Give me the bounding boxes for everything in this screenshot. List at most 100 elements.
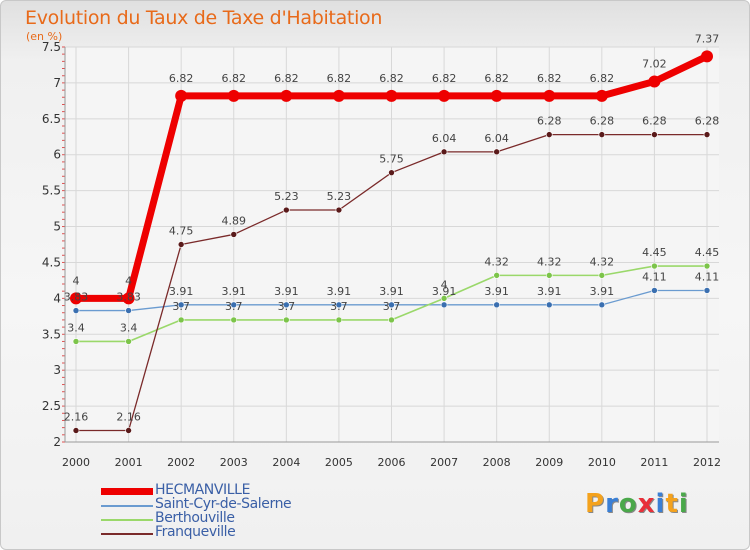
data-point-franqueville <box>388 169 395 176</box>
data-label-hecmanville: 6.82 <box>274 72 299 85</box>
x-tick-label: 2008 <box>483 456 511 469</box>
y-tick-label: 7 <box>53 76 61 90</box>
data-label-franqueville: 5.75 <box>379 153 404 166</box>
data-point-berthouville <box>598 272 606 279</box>
data-label-berthouville: 3.7 <box>383 300 401 313</box>
chart-subtitle: (en %) <box>26 30 63 43</box>
y-tick-label: 6.5 <box>42 112 61 126</box>
data-label-berthouville: 3.4 <box>120 321 138 334</box>
chart-title: Evolution du Taux de Taxe d'Habitation <box>25 7 383 29</box>
y-tick-label: 5 <box>53 220 61 234</box>
data-label-hecmanville: 6.82 <box>222 72 247 85</box>
logo-letter: i <box>678 489 689 519</box>
data-label-saint-cyr: 3.91 <box>379 285 404 298</box>
logo-letter: t <box>665 489 679 519</box>
data-point-hecmanville <box>175 89 188 102</box>
data-point-hecmanville <box>70 292 82 305</box>
data-point-berthouville <box>388 316 395 324</box>
data-label-saint-cyr: 4.11 <box>642 270 667 283</box>
data-label-franqueville: 2.16 <box>116 411 141 424</box>
x-tick-label: 2011 <box>640 456 668 469</box>
data-point-franqueville <box>598 131 606 138</box>
data-label-hecmanville: 7.02 <box>642 57 667 70</box>
data-label-franqueville: 6.04 <box>432 132 457 145</box>
y-tick-label: 3.5 <box>42 327 61 341</box>
data-label-franqueville: 6.28 <box>537 115 562 128</box>
y-tick-label: 2.5 <box>42 399 61 413</box>
x-tick-label: 2010 <box>588 456 616 469</box>
data-point-saint-cyr <box>388 301 395 309</box>
y-tick-label: 6 <box>53 148 61 162</box>
x-tick-label: 2002 <box>167 456 195 469</box>
logo-letter: r <box>605 489 619 519</box>
x-tick-label: 2005 <box>325 456 353 469</box>
data-point-hecmanville <box>227 89 240 102</box>
data-label-saint-cyr: 3.91 <box>274 285 299 298</box>
y-tick-label: 4.5 <box>42 255 61 269</box>
legend-label-franqueville: Franqueville <box>155 524 236 540</box>
data-label-hecmanville: 6.82 <box>484 72 509 85</box>
y-tick-label: 4 <box>53 291 61 305</box>
data-point-hecmanville <box>701 50 713 63</box>
data-label-berthouville: 3.4 <box>67 321 85 334</box>
data-label-hecmanville: 7.37 <box>695 32 720 45</box>
data-point-saint-cyr <box>703 287 711 294</box>
data-point-franqueville <box>335 206 343 214</box>
data-label-franqueville: 6.28 <box>642 115 667 128</box>
data-label-saint-cyr: 3.91 <box>222 285 247 298</box>
data-point-hecmanville <box>490 89 503 102</box>
data-point-saint-cyr <box>651 287 658 294</box>
y-tick-label: 7.5 <box>42 40 61 54</box>
data-point-franqueville <box>125 427 132 434</box>
x-tick-label: 2009 <box>535 456 563 469</box>
data-label-franqueville: 5.23 <box>274 190 299 203</box>
data-point-saint-cyr <box>72 307 80 314</box>
data-point-saint-cyr <box>177 301 185 309</box>
y-tick-label: 3 <box>53 363 61 377</box>
data-point-hecmanville <box>648 75 661 88</box>
data-point-saint-cyr <box>598 301 606 309</box>
data-point-saint-cyr <box>125 307 132 314</box>
data-label-hecmanville: 6.82 <box>590 72 615 85</box>
data-point-hecmanville <box>595 89 608 102</box>
data-point-berthouville <box>177 316 185 324</box>
data-point-franqueville <box>72 427 80 434</box>
legend-swatch-berthouville <box>101 519 153 521</box>
data-point-franqueville <box>651 131 658 138</box>
data-point-berthouville <box>230 316 238 324</box>
data-label-berthouville: 4.32 <box>590 255 615 268</box>
data-label-hecmanville: 6.82 <box>379 72 404 85</box>
x-tick-label: 2012 <box>693 456 721 469</box>
y-tick-label: 5.5 <box>42 184 61 198</box>
x-tick-label: 2003 <box>220 456 248 469</box>
data-label-berthouville: 4 <box>441 278 448 291</box>
x-tick-label: 2006 <box>378 456 406 469</box>
data-point-franqueville <box>283 206 290 214</box>
data-point-berthouville <box>283 316 290 324</box>
legend-label-saint-cyr: Saint-Cyr-de-Salerne <box>155 496 292 512</box>
y-tick-label: 2 <box>53 435 61 449</box>
data-label-franqueville: 2.16 <box>64 411 89 424</box>
data-point-hecmanville <box>122 292 135 305</box>
data-point-saint-cyr <box>335 301 343 309</box>
data-label-berthouville: 4.32 <box>537 255 562 268</box>
legend-swatch-saint-cyr <box>101 505 153 507</box>
data-label-saint-cyr: 3.91 <box>432 285 457 298</box>
data-label-franqueville: 4.75 <box>169 225 194 238</box>
data-label-hecmanville: 6.82 <box>169 72 194 85</box>
data-label-saint-cyr: 3.83 <box>64 291 89 304</box>
data-label-saint-cyr: 3.91 <box>537 285 562 298</box>
data-point-hecmanville <box>280 89 293 102</box>
x-tick-label: 2004 <box>272 456 300 469</box>
data-point-saint-cyr <box>440 301 448 309</box>
data-label-saint-cyr: 3.91 <box>484 285 509 298</box>
data-label-berthouville: 4.45 <box>642 246 667 259</box>
data-point-franqueville <box>230 231 238 238</box>
data-point-berthouville <box>703 262 711 270</box>
x-tick-label: 2007 <box>430 456 458 469</box>
data-point-berthouville <box>493 272 500 279</box>
data-label-saint-cyr: 3.83 <box>116 291 141 304</box>
data-label-saint-cyr: 4.11 <box>695 270 720 283</box>
